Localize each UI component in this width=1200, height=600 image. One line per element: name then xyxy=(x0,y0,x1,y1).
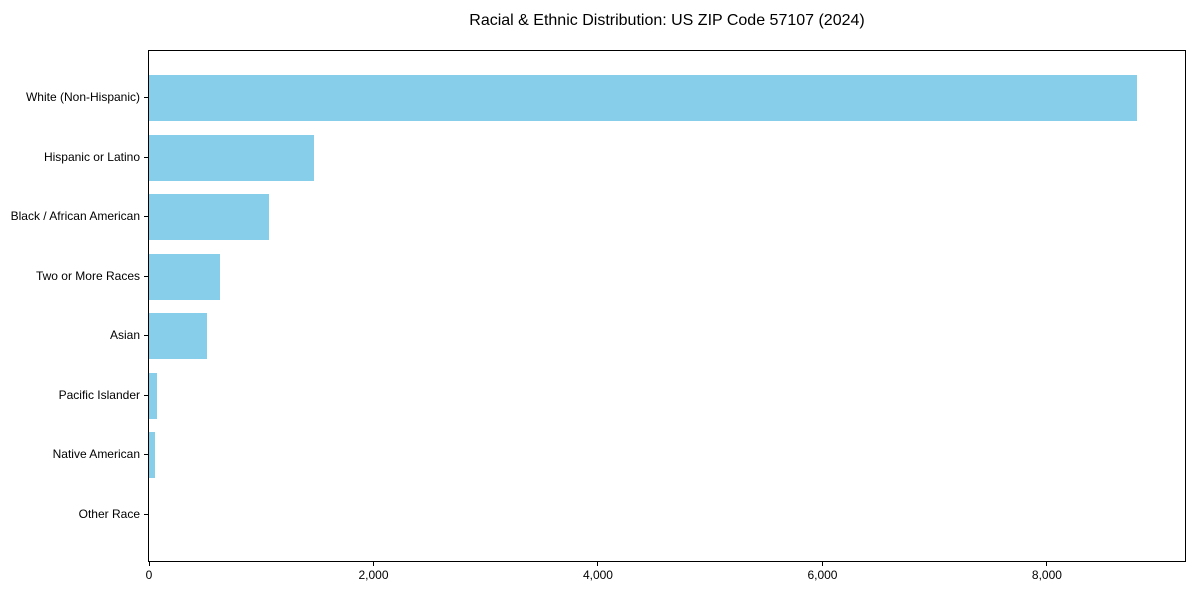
bar xyxy=(149,432,156,479)
y-tick-label: Two or More Races xyxy=(35,268,140,283)
y-tick-label: Black / African American xyxy=(10,209,140,224)
plot-area xyxy=(148,50,1186,562)
bar xyxy=(149,253,220,300)
x-tick-label: 4,000 xyxy=(582,568,613,582)
x-tick-label: 8,000 xyxy=(1031,568,1062,582)
y-tick xyxy=(144,276,148,277)
bar xyxy=(149,75,1137,121)
y-tick-label: Native American xyxy=(52,447,140,462)
y-tick-label: White (Non-Hispanic) xyxy=(25,90,140,104)
bar xyxy=(149,194,270,241)
y-tick xyxy=(144,514,148,515)
x-tick xyxy=(372,562,374,566)
y-tick-label: Asian xyxy=(109,328,140,343)
bar xyxy=(149,134,314,181)
x-tick-label: 6,000 xyxy=(807,568,838,582)
y-tick xyxy=(144,157,148,158)
y-tick xyxy=(144,454,148,455)
x-tick-label: 2,000 xyxy=(358,568,389,582)
y-tick-label: Other Race xyxy=(78,506,140,521)
y-tick xyxy=(144,216,148,217)
x-tick xyxy=(148,562,150,566)
x-tick xyxy=(597,562,599,566)
y-tick-label: Pacific Islander xyxy=(58,387,140,402)
chart-title: Racial & Ethnic Distribution: US ZIP Cod… xyxy=(469,12,865,29)
y-tick xyxy=(144,97,148,98)
y-tick xyxy=(144,395,148,396)
x-tick xyxy=(821,562,823,566)
x-tick-label: 0 xyxy=(145,568,153,582)
x-tick xyxy=(1046,562,1048,566)
bar xyxy=(149,372,158,419)
y-tick xyxy=(144,335,148,336)
y-tick-label: Hispanic or Latino xyxy=(43,149,140,164)
bar xyxy=(149,313,207,360)
